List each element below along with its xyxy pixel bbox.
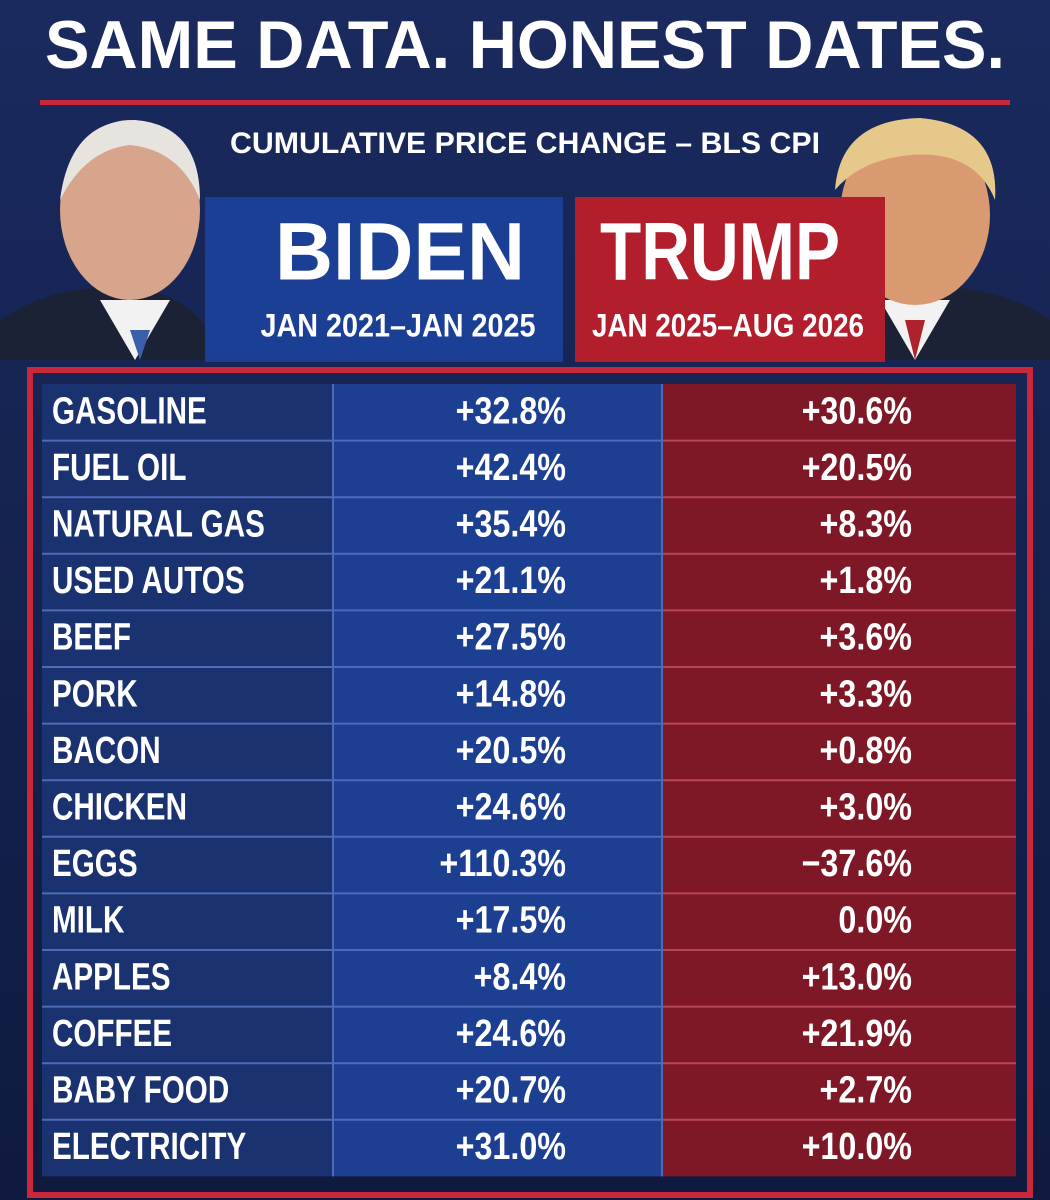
trump-value: 0.0% [838, 899, 912, 941]
item-label: PORK [52, 673, 138, 715]
trump-dates: JAN 2025–AUG 2026 [592, 307, 864, 343]
trump-value: +8.3% [820, 503, 912, 545]
trump-value: +2.7% [820, 1069, 912, 1111]
table-frame [27, 367, 1033, 1198]
title: SAME DATA. HONEST DATES. [45, 7, 1005, 83]
biden-value: +32.8% [456, 390, 566, 432]
trump-header [575, 197, 885, 362]
trump-value: +21.9% [802, 1013, 912, 1055]
trump-value: +10.0% [802, 1126, 912, 1168]
biden-header [205, 197, 563, 362]
biden-value: +21.1% [456, 560, 566, 602]
table: GASOLINE +32.8% +30.6% FUEL OIL +42.4% +20.5%… [42, 384, 1016, 1177]
biden-value: +42.4% [456, 447, 566, 489]
trump-value: −37.6% [802, 843, 912, 885]
biden-dates: JAN 2021–JAN 2025 [261, 307, 536, 343]
item-label: FUEL OIL [52, 446, 186, 488]
biden-photo [0, 120, 220, 360]
biden-value: +20.7% [456, 1069, 566, 1111]
item-label: APPLES [52, 956, 171, 998]
item-label: COFFEE [52, 1012, 172, 1054]
biden-value: +27.5% [456, 616, 566, 658]
biden-value: +14.8% [456, 673, 566, 715]
biden-value: +24.6% [456, 1013, 566, 1055]
biden-value: +17.5% [456, 899, 566, 941]
title-underline [40, 100, 1010, 105]
trump-name: TRUMP [600, 207, 840, 298]
trump-value: +3.0% [820, 786, 912, 828]
biden-value: +8.4% [474, 956, 566, 998]
biden-value: +35.4% [456, 503, 566, 545]
biden-value: +31.0% [456, 1126, 566, 1168]
subtitle: CUMULATIVE PRICE CHANGE – BLS CPI [230, 127, 820, 160]
trump-value: +0.8% [820, 730, 912, 772]
biden-value: +110.3% [439, 843, 566, 885]
item-label: ELECTRICITY [52, 1126, 246, 1168]
biden-name: BIDEN [275, 207, 525, 298]
trump-value: +3.6% [820, 616, 912, 658]
item-label: BEEF [52, 616, 131, 658]
item-label: CHICKEN [52, 786, 187, 828]
item-label: BABY FOOD [52, 1069, 229, 1111]
biden-value: +20.5% [456, 730, 566, 772]
trump-value: +3.3% [820, 673, 912, 715]
item-label: BACON [52, 729, 161, 771]
item-label: NATURAL GAS [52, 503, 265, 545]
trump-value: +13.0% [802, 956, 912, 998]
item-label: EGGS [52, 843, 138, 885]
item-label: GASOLINE [52, 390, 207, 432]
item-label: MILK [52, 899, 125, 941]
item-label: USED AUTOS [52, 560, 245, 602]
trump-value: +1.8% [820, 560, 912, 602]
trump-value: +30.6% [802, 390, 912, 432]
biden-value: +24.6% [456, 786, 566, 828]
trump-value: +20.5% [802, 447, 912, 489]
